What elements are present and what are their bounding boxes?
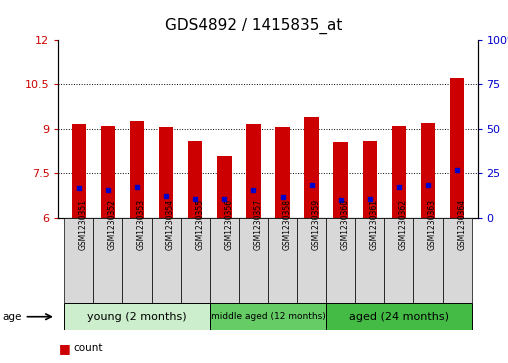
Text: GSM1230355: GSM1230355: [195, 199, 204, 250]
Text: GSM1230360: GSM1230360: [341, 199, 350, 250]
Bar: [188, 141, 203, 218]
Bar: [101, 126, 115, 218]
Bar: [151, 218, 181, 303]
Bar: [275, 127, 290, 218]
Bar: [246, 125, 261, 218]
Text: middle aged (12 months): middle aged (12 months): [211, 312, 325, 321]
Text: GSM1230354: GSM1230354: [166, 199, 175, 250]
Bar: [326, 303, 472, 330]
Text: GSM1230361: GSM1230361: [370, 199, 379, 250]
Bar: [355, 218, 385, 303]
Bar: [130, 122, 144, 218]
Bar: [93, 218, 122, 303]
Text: GSM1230352: GSM1230352: [108, 199, 117, 250]
Text: GSM1230356: GSM1230356: [225, 199, 233, 250]
Bar: [239, 218, 268, 303]
Bar: [304, 117, 319, 218]
Bar: [414, 218, 442, 303]
Bar: [333, 142, 348, 218]
Text: age: age: [3, 312, 22, 322]
Bar: [297, 218, 326, 303]
Text: GSM1230363: GSM1230363: [428, 199, 437, 250]
Bar: [210, 218, 239, 303]
Bar: [72, 125, 86, 218]
Bar: [442, 218, 472, 303]
Text: GSM1230351: GSM1230351: [79, 199, 88, 250]
Bar: [392, 126, 406, 218]
Text: ■: ■: [58, 342, 70, 355]
Text: GSM1230359: GSM1230359: [311, 199, 321, 250]
Bar: [450, 78, 464, 218]
Bar: [326, 218, 355, 303]
Bar: [122, 218, 151, 303]
Bar: [159, 127, 173, 218]
Bar: [64, 218, 93, 303]
Text: GSM1230358: GSM1230358: [282, 199, 292, 250]
Text: GSM1230362: GSM1230362: [399, 199, 408, 250]
Bar: [363, 141, 377, 218]
Bar: [421, 123, 435, 218]
Text: GDS4892 / 1415835_at: GDS4892 / 1415835_at: [165, 18, 343, 34]
Bar: [217, 155, 232, 218]
Bar: [385, 218, 414, 303]
Bar: [64, 303, 210, 330]
Text: GSM1230364: GSM1230364: [457, 199, 466, 250]
Text: young (2 months): young (2 months): [87, 312, 187, 322]
Bar: [268, 218, 297, 303]
Bar: [181, 218, 210, 303]
Text: count: count: [74, 343, 103, 354]
Text: aged (24 months): aged (24 months): [349, 312, 449, 322]
Text: GSM1230357: GSM1230357: [253, 199, 263, 250]
Text: GSM1230353: GSM1230353: [137, 199, 146, 250]
Bar: [210, 303, 326, 330]
